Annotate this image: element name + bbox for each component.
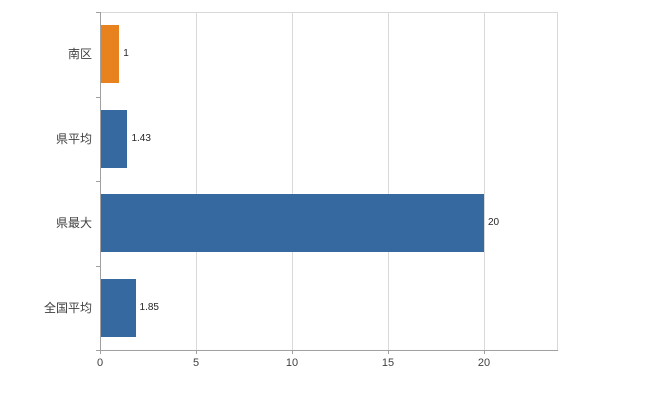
grid-line <box>292 12 293 350</box>
grid-line <box>484 12 485 350</box>
axis-tick <box>484 350 485 354</box>
axis-tick <box>96 265 100 267</box>
category-label: 全国平均 <box>43 300 92 315</box>
bar <box>100 194 484 253</box>
axis-tick <box>96 96 100 98</box>
x-axis-line <box>99 350 558 351</box>
axis-tick <box>96 12 100 13</box>
grid-line <box>196 12 197 350</box>
bar <box>100 25 120 84</box>
category-label: 南区 <box>67 47 92 62</box>
bar-label: 20 <box>488 217 500 229</box>
bar <box>100 278 136 337</box>
x-tick-label: 10 <box>285 357 299 369</box>
axis-tick <box>96 181 100 182</box>
chart-border-right <box>557 12 558 350</box>
category-label: 県平均 <box>55 131 92 146</box>
bar <box>100 109 128 168</box>
x-tick-label: 0 <box>96 357 104 369</box>
x-tick-label: 20 <box>477 357 491 369</box>
bar-label: 1 <box>123 48 129 60</box>
x-tick-label: 15 <box>381 357 395 369</box>
chart-border-top <box>100 12 557 13</box>
bar-label: 1.43 <box>131 132 151 144</box>
axis-tick <box>292 350 293 354</box>
axis-tick <box>388 350 389 354</box>
axis-tick <box>96 350 100 351</box>
grid-line <box>388 12 389 350</box>
axis-tick <box>196 350 197 354</box>
bar-label: 1.85 <box>139 301 159 313</box>
y-axis-line <box>100 12 101 351</box>
x-tick-label: 5 <box>192 357 200 369</box>
axis-tick <box>100 350 101 354</box>
category-label: 県最大 <box>55 216 92 231</box>
